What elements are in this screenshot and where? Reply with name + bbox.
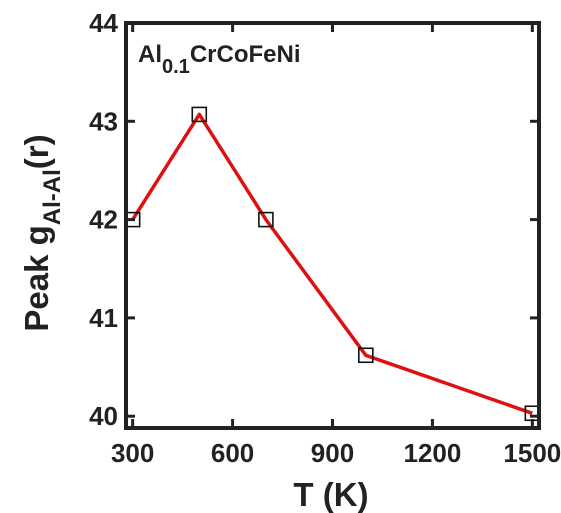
x-tick-label-600: 600 <box>211 438 254 468</box>
y-axis-title-subscript: Al-Al <box>39 169 66 225</box>
y-tick-label-40: 40 <box>89 401 118 431</box>
y-axis-ticks: 40 41 42 43 44 <box>89 8 539 431</box>
y-tick-label-43: 43 <box>89 106 118 136</box>
composition-annotation: Al0.1CrCoFeNi <box>138 41 300 78</box>
y-axis-title-suffix: (r) <box>18 134 55 169</box>
plot-content <box>124 106 541 422</box>
annotation-subscript: 0.1 <box>162 56 190 78</box>
data-point-500 <box>191 106 208 123</box>
x-tick-label-1200: 1200 <box>403 438 461 468</box>
annotation-main: Al <box>138 41 162 68</box>
series-0-line <box>131 112 533 415</box>
y-tick-label-44: 44 <box>89 8 118 38</box>
annotation-suffix: CrCoFeNi <box>190 41 301 68</box>
x-axis-ticks: 300 600 900 1200 1500 <box>111 23 561 468</box>
data-point-700 <box>258 211 274 228</box>
plot-frame <box>124 21 541 430</box>
y-tick-label-42: 42 <box>89 205 118 235</box>
x-tick-label-900: 900 <box>311 438 354 468</box>
y-axis-title-main: Peak g <box>18 225 55 331</box>
x-axis-title: T (K) <box>293 476 368 513</box>
data-point-1000 <box>358 347 374 364</box>
y-tick-label-41: 41 <box>89 303 118 333</box>
x-tick-label-300: 300 <box>111 438 154 468</box>
y-axis-title: Peak gAl-Al(r) <box>18 134 66 331</box>
x-tick-label-1500: 1500 <box>503 438 561 468</box>
